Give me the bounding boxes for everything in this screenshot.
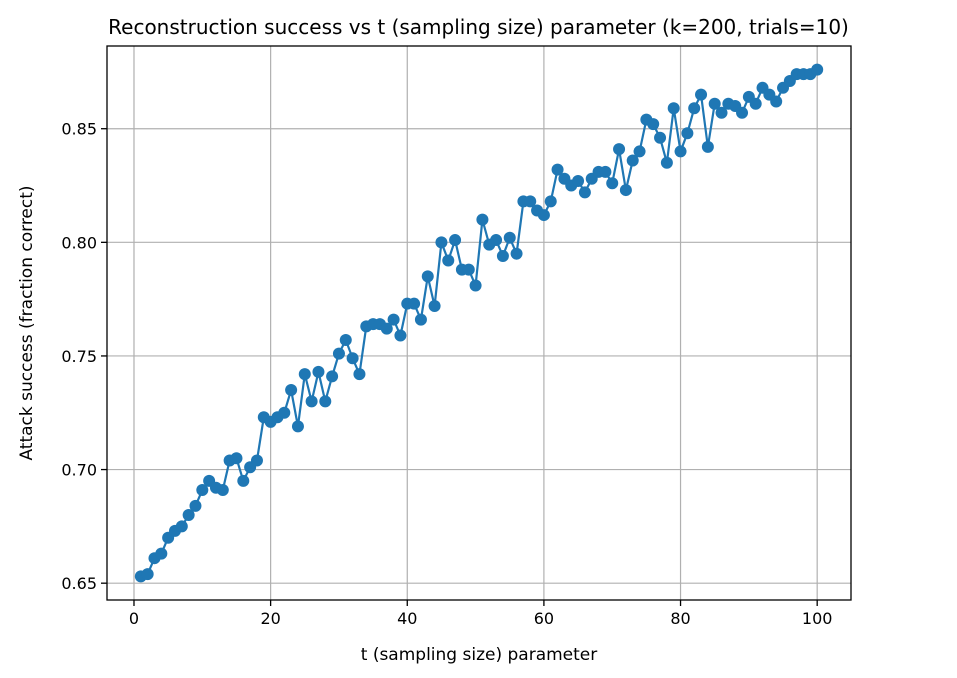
- data-point: [305, 395, 318, 408]
- data-point: [298, 368, 311, 381]
- data-point: [551, 163, 564, 176]
- data-point: [544, 195, 557, 208]
- x-tick-label: 100: [802, 609, 833, 628]
- data-point: [326, 370, 339, 383]
- data-point: [715, 106, 728, 119]
- x-axis-label: t (sampling size) parameter: [361, 645, 598, 665]
- x-tick-label: 0: [129, 609, 139, 628]
- data-point: [708, 97, 721, 110]
- y-tick-label: 0.70: [61, 461, 97, 480]
- data-point: [578, 186, 591, 199]
- data-point: [141, 568, 154, 581]
- data-point: [476, 213, 489, 226]
- data-point: [503, 231, 516, 244]
- data-point: [619, 184, 632, 197]
- data-point: [496, 249, 509, 262]
- data-point: [469, 279, 482, 292]
- plot-area-frame: [106, 45, 852, 601]
- data-point: [380, 322, 393, 335]
- data-point: [701, 140, 714, 153]
- data-point: [524, 195, 537, 208]
- x-tick-label: 60: [534, 609, 554, 628]
- data-point: [449, 234, 462, 247]
- data-point: [216, 484, 229, 497]
- y-axis-label: Attack success (fraction correct): [17, 185, 37, 460]
- data-point: [681, 127, 694, 140]
- chart-title: Reconstruction success vs t (sampling si…: [108, 15, 849, 39]
- data-point: [394, 329, 407, 342]
- y-tick-label: 0.75: [61, 347, 97, 366]
- data-point: [250, 454, 263, 467]
- data-point: [278, 406, 291, 419]
- data-point: [606, 177, 619, 190]
- x-tick-label: 20: [260, 609, 280, 628]
- data-point: [196, 484, 209, 497]
- y-tick-label: 0.80: [61, 233, 97, 252]
- data-point: [633, 145, 646, 158]
- data-point: [490, 234, 503, 247]
- data-point: [654, 131, 667, 144]
- x-tick-label: 40: [397, 609, 417, 628]
- data-point: [770, 95, 783, 108]
- data-point: [435, 236, 448, 249]
- data-point: [613, 143, 626, 156]
- data-point: [353, 368, 366, 381]
- data-point: [626, 154, 639, 167]
- y-axis-ticks: 0.65 0.70 0.75 0.80 0.85: [61, 120, 107, 593]
- x-axis-ticks: 0 20 40 60 80 100: [129, 600, 833, 628]
- data-series: [134, 63, 824, 583]
- data-point: [387, 313, 400, 326]
- data-point: [749, 97, 762, 110]
- data-point: [572, 174, 585, 187]
- data-point: [462, 263, 475, 276]
- data-point: [230, 452, 243, 465]
- y-tick-label: 0.85: [61, 120, 97, 139]
- data-point: [647, 118, 660, 131]
- data-point: [414, 313, 427, 326]
- data-point: [695, 88, 708, 101]
- data-point: [688, 102, 701, 115]
- data-point: [674, 145, 687, 158]
- data-point: [237, 474, 250, 487]
- data-point: [175, 520, 188, 533]
- data-point: [736, 106, 749, 119]
- data-point: [421, 270, 434, 283]
- data-point: [537, 209, 550, 222]
- x-tick-label: 80: [670, 609, 690, 628]
- data-point: [189, 499, 202, 512]
- data-point: [667, 102, 680, 115]
- data-point: [285, 384, 298, 397]
- data-point: [339, 334, 352, 347]
- y-tick-label: 0.65: [61, 574, 97, 593]
- data-point: [428, 299, 441, 312]
- data-point: [346, 352, 359, 365]
- data-point: [332, 347, 345, 360]
- data-point: [291, 420, 304, 433]
- data-point: [442, 254, 455, 267]
- data-point: [660, 156, 673, 169]
- data-point: [599, 165, 612, 178]
- data-point: [510, 247, 523, 260]
- data-point: [155, 547, 168, 560]
- data-point: [182, 509, 195, 522]
- data-point: [312, 365, 325, 378]
- data-point: [408, 297, 421, 310]
- data-point: [319, 395, 332, 408]
- data-point: [811, 63, 824, 76]
